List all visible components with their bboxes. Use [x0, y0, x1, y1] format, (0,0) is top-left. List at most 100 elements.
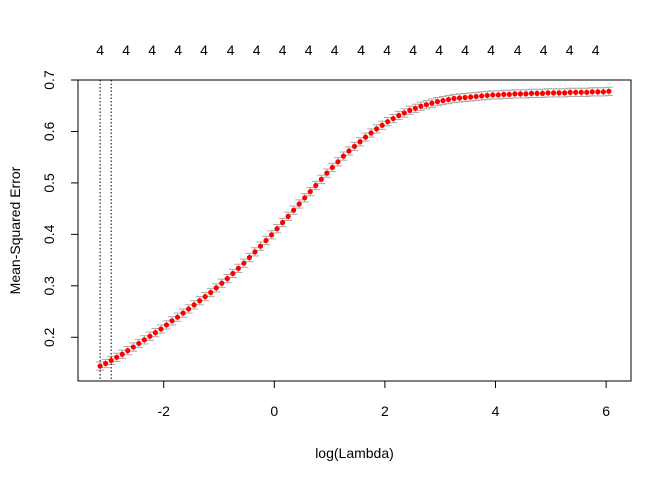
top-axis-label: 4	[174, 42, 182, 58]
data-point	[401, 110, 407, 116]
data-point	[335, 159, 341, 165]
data-point	[186, 306, 192, 312]
data-point	[158, 326, 164, 332]
x-tick-label: -2	[157, 403, 170, 419]
data-point	[125, 348, 131, 354]
y-axis-title: Mean-Squared Error	[7, 166, 23, 294]
data-point	[368, 130, 374, 136]
data-point	[412, 105, 418, 111]
data-point	[346, 148, 352, 154]
data-point	[213, 285, 219, 291]
top-axis-label: 4	[122, 42, 130, 58]
data-point	[246, 254, 253, 261]
data-point	[351, 143, 358, 149]
data-point	[506, 91, 512, 98]
data-point	[307, 189, 313, 195]
data-point	[556, 90, 562, 96]
data-point	[241, 260, 247, 266]
data-point	[169, 318, 175, 324]
data-point	[197, 298, 203, 304]
data-point	[479, 93, 485, 99]
top-axis: 4 4 4 4 4 4 4 4 4 4 4 4 4 4 4 4 4 4 4 4	[96, 42, 599, 58]
y-tick-label: 0.5	[41, 173, 57, 193]
data-point	[136, 340, 142, 347]
y-tick-label: 0.2	[41, 327, 57, 347]
data-point	[550, 90, 557, 96]
data-point	[174, 314, 181, 320]
data-point	[545, 90, 551, 96]
data-point	[163, 322, 170, 328]
data-point	[130, 344, 136, 350]
data-point	[379, 122, 385, 128]
data-point	[291, 207, 297, 213]
data-point	[318, 176, 324, 182]
data-point	[385, 119, 391, 125]
data-point	[324, 170, 330, 176]
data-point	[573, 89, 579, 95]
data-point	[340, 153, 347, 159]
top-axis-label: 4	[383, 42, 391, 58]
data-point	[539, 90, 546, 96]
data-point	[114, 354, 120, 360]
data-point	[600, 89, 606, 95]
data-point	[257, 243, 264, 249]
data-point	[534, 90, 540, 96]
data-point	[274, 226, 280, 232]
top-axis-label: 4	[331, 42, 339, 58]
plot-marks	[96, 80, 613, 381]
data-point	[495, 92, 501, 98]
top-axis-label: 4	[435, 42, 443, 58]
data-point	[578, 89, 584, 95]
data-point	[219, 280, 225, 286]
data-point	[208, 289, 214, 296]
data-point	[202, 294, 208, 300]
data-point	[396, 112, 402, 119]
data-point	[103, 360, 109, 367]
data-point	[362, 134, 369, 140]
y-tick-label: 0.7	[41, 70, 57, 90]
data-point	[280, 219, 286, 226]
top-axis-label: 4	[540, 42, 548, 58]
data-point	[523, 91, 529, 97]
data-point	[528, 90, 535, 96]
x-tick-label: 4	[492, 403, 500, 419]
data-point	[313, 182, 319, 189]
data-point	[147, 333, 153, 339]
top-axis-label: 4	[305, 42, 313, 58]
top-axis-label: 4	[357, 42, 365, 58]
data-point	[390, 115, 396, 122]
x-axis: -2 0 2 4 6	[157, 380, 610, 419]
top-axis-label: 4	[200, 42, 208, 58]
data-point	[584, 89, 590, 95]
data-point	[180, 310, 186, 316]
x-tick-label: 2	[381, 403, 389, 419]
data-point	[562, 90, 568, 96]
data-point	[595, 89, 601, 95]
top-axis-label: 4	[227, 42, 235, 58]
top-axis-label: 4	[279, 42, 287, 58]
data-point	[230, 270, 236, 277]
top-axis-label: 4	[487, 42, 495, 58]
data-point	[97, 363, 103, 369]
data-point	[418, 103, 424, 109]
data-point	[224, 276, 230, 282]
top-axis-label: 4	[409, 42, 417, 58]
top-axis-label: 4	[148, 42, 156, 58]
data-point	[462, 94, 468, 101]
data-point	[429, 100, 435, 106]
data-point	[302, 195, 308, 201]
data-point	[407, 107, 413, 113]
data-point	[517, 91, 524, 97]
data-point	[473, 93, 479, 100]
data-point	[512, 91, 518, 97]
data-point	[501, 91, 507, 98]
data-point	[451, 95, 457, 102]
data-point	[263, 237, 269, 244]
data-point	[252, 249, 258, 255]
x-axis-title: log(Lambda)	[315, 445, 394, 461]
data-point	[440, 97, 446, 104]
data-point	[296, 201, 302, 207]
top-axis-label: 4	[253, 42, 261, 58]
data-point	[108, 357, 114, 364]
